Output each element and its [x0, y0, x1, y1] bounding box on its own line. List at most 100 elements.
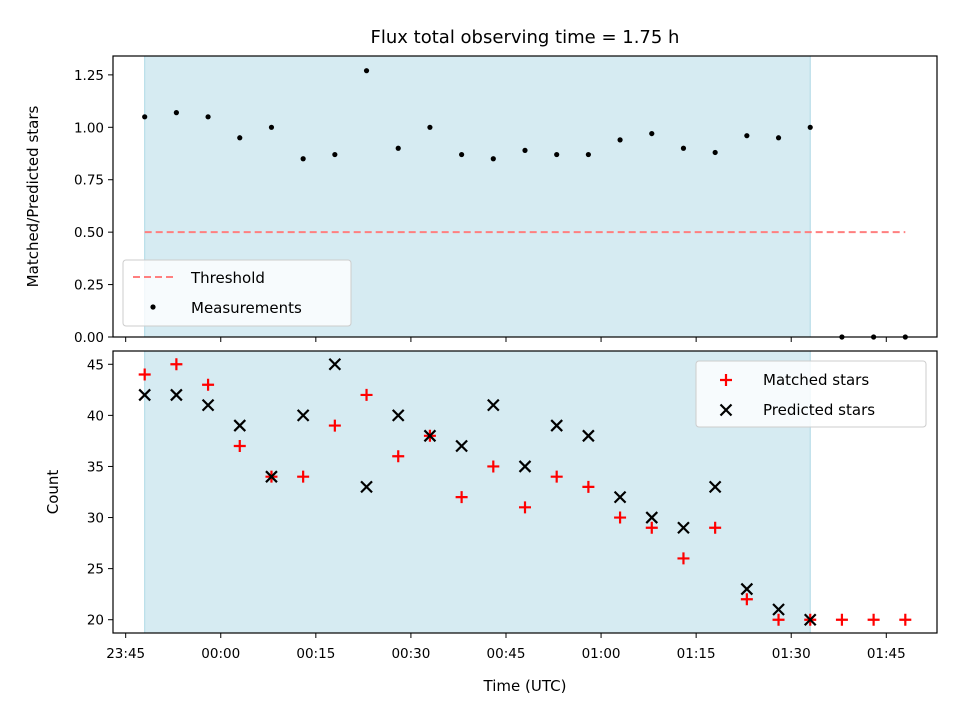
- measurement-point: [554, 151, 560, 158]
- y-tick-label: 40: [87, 408, 104, 424]
- x-tick-label: 01:45: [867, 646, 906, 662]
- measurement-point: [712, 149, 718, 156]
- y-tick-label: 0.75: [74, 173, 104, 189]
- matched-star-point: [170, 358, 183, 371]
- matched-star-point: [297, 470, 310, 483]
- measurement-point: [363, 68, 370, 74]
- predicted-star-point: [296, 409, 310, 422]
- measurement-point: [775, 135, 782, 141]
- predicted-star-point: [328, 358, 342, 371]
- measurement-point: [744, 133, 750, 139]
- matched-star-point: [835, 613, 848, 626]
- predicted-star-point: [740, 582, 754, 596]
- measurement-point: [142, 114, 148, 120]
- predicted-star-point: [487, 398, 500, 412]
- y-tick-label: 45: [87, 357, 104, 373]
- predicted-star-point: [803, 613, 817, 626]
- matched-star-point: [233, 440, 246, 453]
- ratio-panel: 0.00 0.25 0.50 0.75 1.00 1.25 Matched/Predicte…: [24, 55, 938, 346]
- measurement-point: [617, 137, 623, 143]
- matched-star-point: [519, 501, 531, 514]
- measurement-point: [300, 156, 306, 162]
- matched-star-point: [360, 388, 373, 401]
- matched-star-point: [677, 552, 690, 565]
- legend-predicted-swatch: [719, 403, 733, 417]
- predicted-star-point: [265, 470, 278, 483]
- x-tick-label: 00:00: [201, 646, 240, 662]
- chart-title: Flux total observing time = 1.75 h: [371, 27, 680, 48]
- legend: Matched stars Predicted stars: [695, 360, 927, 428]
- matched-star-point: [550, 470, 563, 483]
- legend-predicted-label: Predicted stars: [763, 401, 875, 419]
- y-tick-label: 0.50: [74, 225, 104, 241]
- y-axis-label: Count: [44, 470, 62, 515]
- measurement-point: [585, 151, 591, 158]
- predicted-star-point: [772, 603, 785, 616]
- legend-matched-label: Matched stars: [763, 371, 869, 389]
- y-axis-label: Matched/Predicted stars: [24, 106, 42, 288]
- legend-box: [122, 259, 352, 327]
- measurement-point: [427, 124, 433, 130]
- matched-star-point: [487, 460, 500, 473]
- measurement-point: [680, 145, 687, 151]
- matched-star-point: [867, 613, 880, 626]
- measurement-point: [205, 114, 211, 120]
- legend-measurement-swatch: [150, 304, 156, 310]
- predicted-star-point: [360, 480, 373, 494]
- predicted-star-point: [708, 480, 722, 494]
- predicted-star-point: [138, 388, 151, 402]
- matched-star-point: [899, 613, 912, 626]
- predicted-star-point: [677, 521, 690, 535]
- matched-star-point: [202, 378, 215, 391]
- measurement-point: [459, 151, 465, 158]
- count-panel: 20 25 30 35 40 45 23:45 00:00 00:15 00:30 00:45 01:…: [44, 350, 938, 695]
- legend-threshold-label: Threshold: [190, 269, 265, 287]
- predicted-star-point: [613, 490, 627, 504]
- measurement-point: [173, 110, 179, 116]
- x-tick-label: 23:45: [106, 646, 145, 662]
- legend: Threshold Measurements: [122, 259, 352, 327]
- matched-star-point: [772, 613, 785, 626]
- x-tick-label: 01:15: [677, 646, 716, 662]
- y-tick-label: 1.00: [74, 120, 104, 136]
- measurement-point: [649, 130, 655, 137]
- y-tick-label: 0.25: [74, 278, 104, 294]
- measurement-point: [807, 124, 813, 130]
- x-tick-label: 01:00: [582, 646, 621, 662]
- matched-star-point: [614, 511, 627, 524]
- predicted-star-point: [201, 398, 215, 412]
- y-tick-label: 35: [87, 459, 104, 475]
- predicted-star-point: [645, 511, 659, 524]
- y-tick-label: 20: [87, 613, 104, 629]
- x-tick-label: 01:30: [772, 646, 811, 662]
- measurement-point: [395, 145, 401, 151]
- matched-star-point: [709, 521, 722, 534]
- predicted-star-point: [170, 388, 183, 402]
- axes-frame: [112, 350, 938, 634]
- y-tick-label: 1.25: [74, 68, 104, 84]
- predicted-star-point: [233, 419, 247, 432]
- matched-star-point: [740, 593, 753, 606]
- legend-measurement-label: Measurements: [191, 299, 302, 317]
- predicted-star-point: [391, 409, 405, 422]
- measurement-point: [490, 156, 496, 162]
- axes-frame: [112, 55, 938, 338]
- predicted-star-point: [582, 429, 595, 443]
- matched-star-point: [582, 480, 595, 493]
- matched-star-point: [138, 368, 151, 381]
- legend-matched-swatch: [720, 374, 732, 386]
- predicted-star-point: [550, 419, 563, 432]
- measurement-point: [237, 135, 243, 141]
- y-tick-label: 30: [87, 511, 104, 527]
- predicted-star-point: [455, 439, 468, 453]
- y-tick-label: 0.00: [74, 330, 104, 346]
- x-tick-label: 00:15: [296, 646, 335, 662]
- y-tick-label: 25: [87, 562, 104, 578]
- measurement-point: [268, 124, 275, 130]
- measurement-point: [522, 147, 528, 153]
- matched-star-point: [645, 521, 658, 534]
- matched-star-point: [455, 491, 468, 504]
- legend-box: [695, 360, 927, 428]
- x-axis-label: Time (UTC): [483, 677, 567, 695]
